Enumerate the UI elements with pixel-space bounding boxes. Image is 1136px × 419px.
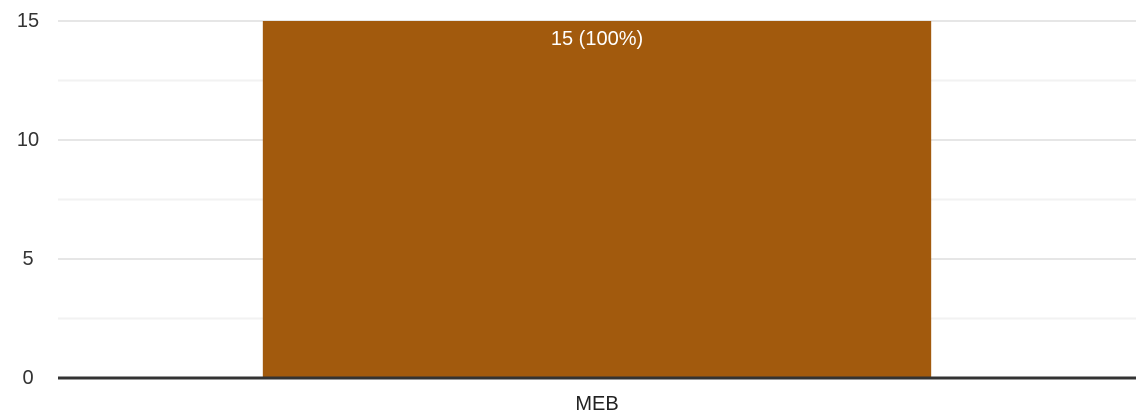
y-tick-label: 15 <box>17 10 39 32</box>
y-tick-label: 0 <box>22 367 33 389</box>
x-category-label: MEB <box>575 393 618 415</box>
y-tick-label: 5 <box>22 248 33 270</box>
bars <box>262 21 932 378</box>
bar <box>262 21 932 378</box>
labels: 0 5 10 15 15 (100%) MEB <box>17 10 643 415</box>
bar-data-label: 15 (100%) <box>551 28 643 50</box>
y-tick-label: 10 <box>17 129 39 151</box>
